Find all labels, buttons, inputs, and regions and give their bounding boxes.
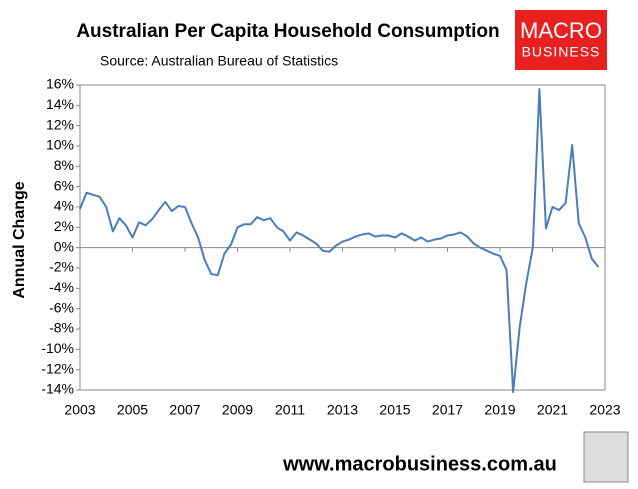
y-tick-label: 10% — [46, 137, 74, 153]
y-tick-label: -8% — [49, 320, 74, 336]
x-tick-label: 2015 — [379, 402, 410, 418]
y-tick-label: -6% — [49, 299, 74, 315]
x-tick-label: 2023 — [589, 402, 620, 418]
logo-box — [515, 10, 607, 70]
y-tick-label: 16% — [46, 76, 74, 92]
y-tick-label: 4% — [54, 198, 74, 214]
x-tick-label: 2005 — [117, 402, 148, 418]
y-axis-label: Annual Change — [11, 181, 28, 298]
x-tick-label: 2007 — [169, 402, 200, 418]
x-tick-label: 2021 — [537, 402, 568, 418]
chart-title: Australian Per Capita Household Consumpt… — [76, 21, 499, 42]
x-tick-label: 2011 — [275, 402, 305, 418]
y-tick-label: -10% — [41, 340, 74, 356]
y-tick-label: 8% — [54, 157, 74, 173]
y-tick-label: -12% — [41, 360, 74, 376]
logo-line2: BUSINESS — [522, 44, 601, 60]
data-line — [79, 88, 600, 394]
logo-line1: MACRO — [520, 18, 602, 43]
y-tick-label: -4% — [49, 279, 74, 295]
y-tick-label: 12% — [46, 116, 74, 132]
y-tick-label: -14% — [41, 381, 74, 397]
x-tick-label: 2013 — [327, 402, 358, 418]
y-tick-label: -2% — [49, 259, 74, 275]
footer-url: www.macrobusiness.com.au — [282, 453, 557, 475]
y-tick-label: 2% — [54, 218, 74, 234]
y-tick-label: 6% — [54, 177, 74, 193]
x-tick-label: 2019 — [484, 402, 515, 418]
y-tick-label: 14% — [46, 96, 74, 112]
plot-frame — [79, 84, 606, 391]
x-tick-label: 2017 — [432, 402, 463, 418]
x-tick-label: 2009 — [222, 402, 253, 418]
y-tick-label: 0% — [54, 238, 74, 254]
x-tick-label: 2003 — [64, 402, 95, 418]
fox-logo — [583, 431, 629, 483]
chart-subtitle: Source: Australian Bureau of Statistics — [100, 53, 338, 69]
